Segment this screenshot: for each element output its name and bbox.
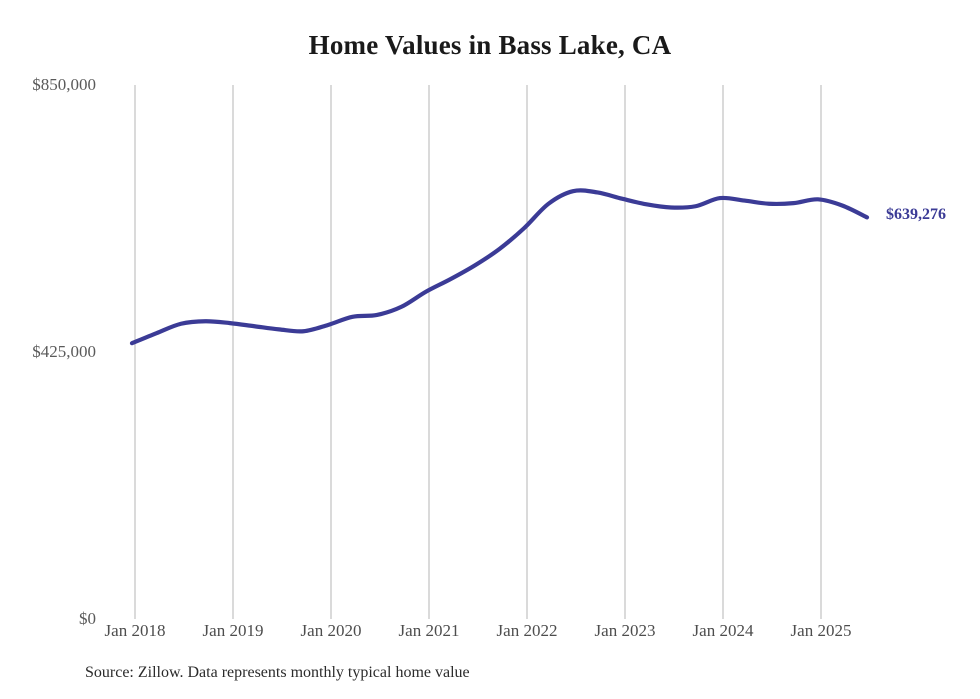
y-tick-0: $0 xyxy=(79,609,96,628)
chart-title: Home Values in Bass Lake, CA xyxy=(308,30,672,60)
end-value-label: $639,276 xyxy=(886,206,946,224)
x-tick-jan-2025: Jan 2025 xyxy=(790,621,852,640)
x-tick-jan-2022: Jan 2022 xyxy=(496,621,558,640)
x-tick-jan-2020: Jan 2020 xyxy=(300,621,362,640)
x-tick-jan-2023: Jan 2023 xyxy=(594,621,656,640)
home-value-line xyxy=(129,188,870,346)
y-tick-850000: $850,000 xyxy=(32,75,96,94)
gridlines xyxy=(134,85,822,619)
y-tick-425000: $425,000 xyxy=(32,342,96,361)
x-tick-jan-2024: Jan 2024 xyxy=(692,621,754,640)
source-note: Source: Zillow. Data represents monthly … xyxy=(85,664,470,681)
x-tick-jan-2018: Jan 2018 xyxy=(104,621,166,640)
x-tick-jan-2019: Jan 2019 xyxy=(202,621,264,640)
x-tick-jan-2021: Jan 2021 xyxy=(398,621,460,640)
